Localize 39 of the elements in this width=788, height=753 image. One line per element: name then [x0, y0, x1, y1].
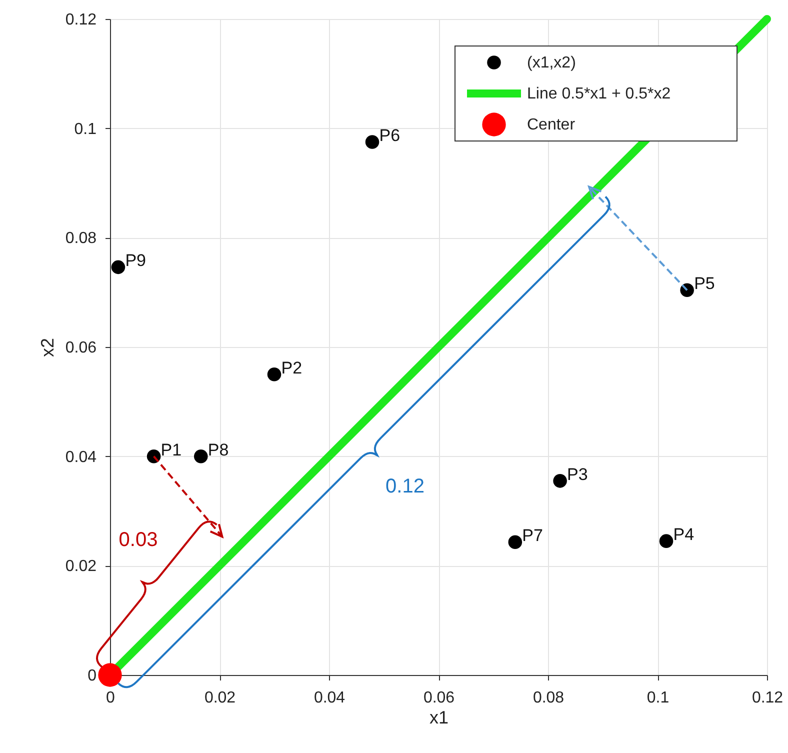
annotation: P7 — [522, 526, 543, 546]
point — [365, 135, 380, 149]
annotation: 0.03 — [118, 528, 158, 551]
annotation: 0.12 — [386, 476, 424, 498]
annotation: P2 — [281, 358, 302, 378]
x-tick-label: 0.08 — [532, 690, 564, 706]
y-tick-label: 0 — [88, 668, 97, 684]
point — [508, 535, 522, 550]
legend-label: (x1,x2) — [527, 54, 576, 72]
annotation: P9 — [125, 251, 146, 270]
legend-label: Line 0.5*x1 + 0.5*x2 — [527, 86, 671, 102]
annotation: P8 — [208, 440, 229, 460]
x-tick-label: 0.06 — [423, 690, 455, 706]
point — [111, 260, 126, 274]
x-tick-label: 0.1 — [646, 690, 670, 706]
annotation: P1 — [160, 440, 182, 460]
x-axis-title: x1 — [429, 708, 449, 728]
point — [98, 663, 122, 687]
y-tick-label: 0.1 — [74, 120, 97, 138]
y-tick-label: 0.06 — [65, 340, 97, 356]
annotation: P5 — [694, 274, 715, 294]
legend-label: Center — [527, 116, 576, 134]
y-tick-label: 0.08 — [65, 230, 97, 248]
point — [553, 474, 567, 488]
point — [267, 367, 282, 382]
x-tick-label: 0.04 — [314, 690, 346, 706]
y-tick-label: 0.02 — [65, 558, 97, 576]
y-axis-title: x2 — [37, 338, 58, 358]
annotation: P6 — [379, 126, 400, 145]
x-tick-label: 0.02 — [204, 690, 236, 706]
y-tick-label: 0.12 — [65, 12, 97, 28]
annotation: P4 — [673, 525, 694, 544]
point — [680, 283, 694, 298]
x-tick-label: 0.12 — [752, 690, 784, 706]
y-tick-label: 0.04 — [65, 448, 97, 466]
point — [194, 449, 208, 464]
point — [659, 534, 674, 548]
x-tick-label: 0 — [106, 690, 116, 706]
annotation: P3 — [567, 464, 588, 484]
